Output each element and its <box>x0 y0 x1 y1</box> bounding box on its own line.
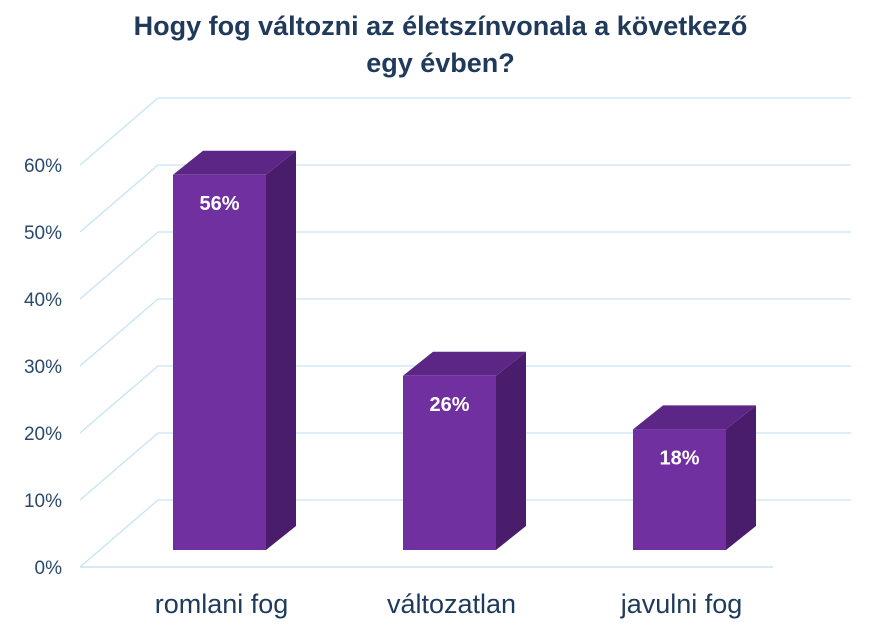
gridline <box>79 432 851 501</box>
bar <box>403 375 496 550</box>
data-label: 18% <box>659 447 699 469</box>
bar <box>173 174 266 551</box>
gridline <box>79 298 851 367</box>
bar-top <box>633 405 756 430</box>
y-tick-label: 0% <box>35 558 63 579</box>
y-tick-label: 60% <box>24 156 62 177</box>
bar-side <box>496 351 526 550</box>
y-tick-label: 30% <box>24 357 62 378</box>
y-tick-label: 10% <box>24 491 62 512</box>
chart-title-line-1: Hogy fog változni az életszínvonala a kö… <box>133 11 748 41</box>
gridline <box>79 164 851 233</box>
y-tick-label: 50% <box>24 223 62 244</box>
data-label: 56% <box>199 193 239 215</box>
x-category-label: romlani fog <box>155 589 289 619</box>
chart-title: Hogy fog változni az életszínvonala a kö… <box>0 8 881 82</box>
bar-side <box>266 150 296 551</box>
bar-top <box>173 150 296 175</box>
gridline <box>79 499 851 568</box>
x-category-label: javulni fog <box>620 589 743 619</box>
bar-side <box>726 405 756 550</box>
bar-top <box>403 351 526 376</box>
bar <box>633 429 726 550</box>
y-tick-label: 40% <box>24 290 62 311</box>
gridline <box>79 97 851 166</box>
x-category-label: változatlan <box>387 589 516 619</box>
gridline <box>79 365 851 434</box>
chart-title-line-2: egy évben? <box>366 48 515 78</box>
y-tick-label: 20% <box>24 424 62 445</box>
gridline <box>79 231 851 300</box>
data-label: 26% <box>429 394 469 416</box>
